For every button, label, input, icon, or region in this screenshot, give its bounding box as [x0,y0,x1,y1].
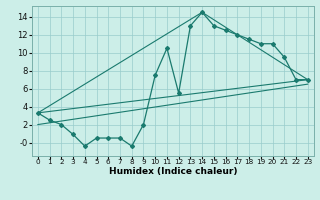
X-axis label: Humidex (Indice chaleur): Humidex (Indice chaleur) [108,167,237,176]
